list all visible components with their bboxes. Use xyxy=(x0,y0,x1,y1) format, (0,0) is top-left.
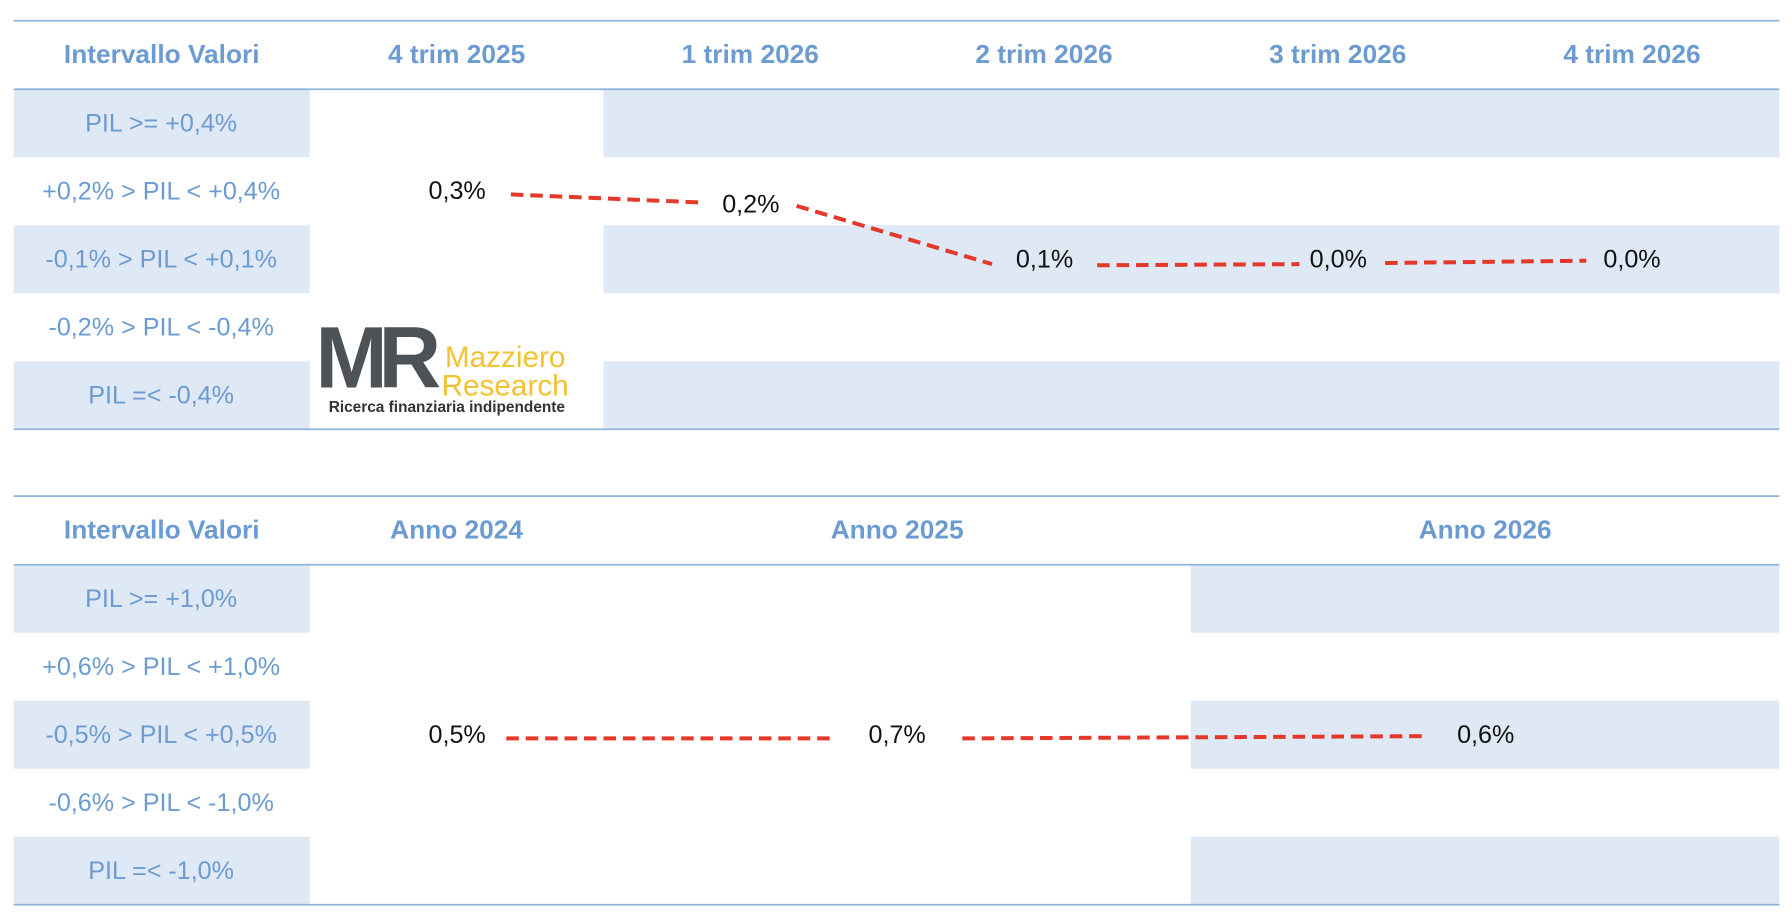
trend-line xyxy=(1097,262,1300,268)
logo: MR Mazziero Research Ricerca finanziaria… xyxy=(315,310,568,417)
logo-name: Research xyxy=(442,369,569,402)
value-label: 0,6% xyxy=(1457,721,1514,749)
row-label: -0,5% > PIL < +0,5% xyxy=(45,721,277,749)
column-header: 4 trim 2026 xyxy=(1563,39,1700,69)
row-shade xyxy=(13,361,310,430)
column-header: 3 trim 2026 xyxy=(1269,39,1406,69)
row-label: PIL >= +0,4% xyxy=(85,109,237,137)
value-label: 0,7% xyxy=(869,721,926,749)
value-label: 0,5% xyxy=(429,721,486,749)
trend-line xyxy=(962,734,1429,741)
logo-mark: MR xyxy=(315,310,439,407)
row-shade xyxy=(13,836,310,905)
column-header: Intervallo Valori xyxy=(64,515,260,545)
row-label: -0,6% > PIL < -1,0% xyxy=(48,789,273,817)
row-shade xyxy=(13,700,310,769)
row-label: PIL =< -0,4% xyxy=(88,381,234,409)
row-shade xyxy=(1190,700,1780,769)
row-label: PIL =< -1,0% xyxy=(88,857,234,885)
row-label: -0,2% > PIL < -0,4% xyxy=(48,313,273,341)
value-label: 0,0% xyxy=(1603,245,1660,273)
row-shade xyxy=(1190,564,1780,633)
value-label: 0,1% xyxy=(1016,245,1073,273)
value-label: 0,2% xyxy=(722,190,779,218)
row-shade xyxy=(13,564,310,633)
column-header: Anno 2026 xyxy=(1419,515,1552,545)
row-label: -0,1% > PIL < +0,1% xyxy=(45,245,277,273)
column-header: 1 trim 2026 xyxy=(682,39,819,69)
trend-line xyxy=(1385,258,1587,265)
row-label: +0,6% > PIL < +1,0% xyxy=(42,653,280,681)
row-label: +0,2% > PIL < +0,4% xyxy=(42,177,280,205)
trend-line xyxy=(510,192,700,205)
column-header: 2 trim 2026 xyxy=(975,39,1112,69)
column-header: 4 trim 2025 xyxy=(388,39,525,69)
row-shade xyxy=(1190,836,1780,905)
value-label: 0,0% xyxy=(1310,245,1367,273)
row-shade xyxy=(603,89,1780,158)
row-shade xyxy=(13,225,310,294)
row-shade xyxy=(603,361,1780,430)
logo-name: Mazziero xyxy=(445,341,566,374)
row-shade xyxy=(13,89,310,158)
row-label: PIL >= +1,0% xyxy=(85,585,237,613)
column-header: Intervallo Valori xyxy=(64,39,260,69)
column-header: Anno 2024 xyxy=(390,515,523,545)
trend-line xyxy=(795,203,993,267)
value-label: 0,3% xyxy=(429,177,486,205)
column-header: Anno 2025 xyxy=(831,515,964,545)
logo-tagline: Ricerca finanziaria indipendente xyxy=(329,399,566,416)
